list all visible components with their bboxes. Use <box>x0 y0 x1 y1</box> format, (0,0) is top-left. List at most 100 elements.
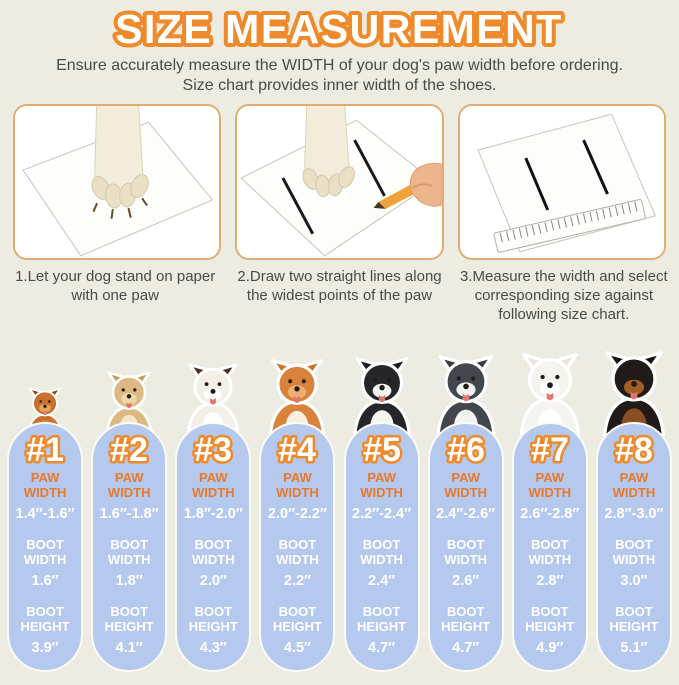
size-number-badge: #7 <box>528 429 571 469</box>
step3-measure-ruler-illustration <box>459 106 664 258</box>
boot-height-label: BOOT HEIGHT <box>441 604 491 634</box>
size-number-badge: #2 <box>108 429 151 469</box>
size-number-badge: #5 <box>360 429 403 469</box>
paw-width-value: 1.6″-1.8″ <box>99 506 159 522</box>
size-number-text: #8 <box>615 431 653 469</box>
boot-height-label: BOOT HEIGHT <box>357 604 407 634</box>
size-number-badge: #1 <box>24 429 67 469</box>
size-number-badge: #3 <box>192 429 235 469</box>
boot-width-label: BOOT WIDTH <box>107 537 151 567</box>
boot-height-value: 4.7″ <box>368 640 396 656</box>
intro-line-2: Size chart provides inner width of the s… <box>182 77 497 94</box>
boot-height-label: BOOT HEIGHT <box>272 604 322 634</box>
paw-width-label: PAW WIDTH <box>23 470 67 500</box>
paw-width-value: 2.2″-2.4″ <box>352 506 412 522</box>
size-pill-1: #1 PAW WIDTH 1.4″-1.6″ BOOT WIDTH 1.6″ B… <box>7 422 84 672</box>
captions-row: 1.Let your dog stand on paper with one p… <box>0 267 679 324</box>
boot-width-label: BOOT WIDTH <box>192 537 235 567</box>
boot-width-value: 2.4″ <box>368 573 396 589</box>
paw-width-value: 2.8″-3.0″ <box>604 506 664 522</box>
paw-width-label: PAW WIDTH <box>276 470 319 500</box>
size-number-text: #4 <box>279 431 317 469</box>
size-number-badge: #4 <box>276 429 319 469</box>
boot-width-label: BOOT WIDTH <box>276 537 319 567</box>
boot-width-label: BOOT WIDTH <box>360 537 403 567</box>
step3-card <box>457 104 666 260</box>
size-pill-4: #4 PAW WIDTH 2.0″-2.2″ BOOT WIDTH 2.2″ B… <box>259 422 336 672</box>
boot-height-label: BOOT HEIGHT <box>20 604 70 634</box>
step2-caption: 2.Draw two straight lines along the wide… <box>237 268 442 304</box>
boot-height-label: BOOT HEIGHT <box>525 604 575 634</box>
size-number-text: #7 <box>531 431 569 469</box>
boot-height-value: 4.7″ <box>452 640 480 656</box>
paw-width-value: 2.4″-2.6″ <box>436 506 496 522</box>
boot-width-value: 1.8″ <box>115 573 143 589</box>
paw-width-value: 1.8″-2.0″ <box>183 506 243 522</box>
paw-width-label: PAW WIDTH <box>444 470 487 500</box>
boot-width-value: 1.6″ <box>31 573 59 589</box>
page-title-text: SIZE MEASUREMENT <box>115 6 563 52</box>
boot-height-value: 3.9″ <box>31 640 59 656</box>
boot-width-value: 2.6″ <box>452 573 480 589</box>
steps-row <box>0 104 679 260</box>
step1-paw-on-paper-illustration <box>15 106 220 258</box>
size-pill-5: #5 PAW WIDTH 2.2″-2.4″ BOOT WIDTH 2.4″ B… <box>343 422 420 672</box>
step3-caption: 3.Measure the width and select correspon… <box>460 268 668 323</box>
size-number-badge: #8 <box>613 429 656 469</box>
dog-photo-samoyed <box>519 353 581 436</box>
paw-width-label: PAW WIDTH <box>107 470 151 500</box>
size-chart: #1 PAW WIDTH 1.4″-1.6″ BOOT WIDTH 1.6″ B… <box>0 326 679 685</box>
boot-width-value: 2.2″ <box>283 573 311 589</box>
page-title-wrap: SIZE MEASUREMENT <box>0 2 679 56</box>
dog-photo-rottweiler <box>602 351 666 436</box>
boot-width-value: 2.8″ <box>536 573 564 589</box>
step2-draw-lines-illustration <box>237 106 442 258</box>
size-column-8: #8 PAW WIDTH 2.8″-3.0″ BOOT WIDTH 3.0″ B… <box>592 326 676 672</box>
paw-width-label: PAW WIDTH <box>360 470 403 500</box>
page-title: SIZE MEASUREMENT <box>111 2 565 56</box>
step1-caption: 1.Let your dog stand on paper with one p… <box>15 268 216 304</box>
intro-text: Ensure accurately measure the WIDTH of y… <box>8 56 671 96</box>
paw-width-value: 2.0″-2.2″ <box>267 506 327 522</box>
boot-width-label: BOOT WIDTH <box>444 537 487 567</box>
size-column-5: #5 PAW WIDTH 2.2″-2.4″ BOOT WIDTH 2.4″ B… <box>340 348 424 672</box>
paw-width-label: PAW WIDTH <box>528 470 572 500</box>
size-number-text: #5 <box>363 431 401 469</box>
size-number-text: #2 <box>110 431 148 469</box>
size-number-badge: #6 <box>444 429 487 469</box>
boot-height-label: BOOT HEIGHT <box>188 604 238 634</box>
boot-width-label: BOOT WIDTH <box>23 537 67 567</box>
step1-card <box>13 104 222 260</box>
size-pill-8: #8 PAW WIDTH 2.8″-3.0″ BOOT WIDTH 3.0″ B… <box>595 422 672 672</box>
size-column-7: #7 PAW WIDTH 2.6″-2.8″ BOOT WIDTH 2.8″ B… <box>508 330 592 672</box>
size-column-3: #3 PAW WIDTH 1.8″-2.0″ BOOT WIDTH 2.0″ B… <box>171 360 255 672</box>
boot-width-label: BOOT WIDTH <box>612 537 656 567</box>
dog-photo-papillon <box>186 363 240 436</box>
size-number-text: #3 <box>194 431 232 469</box>
boot-height-label: BOOT HEIGHT <box>609 604 659 634</box>
boot-width-value: 3.0″ <box>620 573 648 589</box>
paw-width-label: PAW WIDTH <box>192 470 235 500</box>
boot-height-value: 4.3″ <box>199 640 227 656</box>
boot-width-value: 2.0″ <box>199 573 227 589</box>
size-pill-3: #3 PAW WIDTH 1.8″-2.0″ BOOT WIDTH 2.0″ B… <box>175 422 252 672</box>
size-number-text: #1 <box>26 431 64 469</box>
boot-height-value: 4.9″ <box>536 640 564 656</box>
intro-line-1: Ensure accurately measure the WIDTH of y… <box>56 57 623 74</box>
paw-width-label: PAW WIDTH <box>612 470 656 500</box>
size-column-4: #4 PAW WIDTH 2.0″-2.2″ BOOT WIDTH 2.2″ B… <box>255 352 339 672</box>
step2-card <box>235 104 444 260</box>
size-number-text: #6 <box>447 431 485 469</box>
boot-height-value: 4.1″ <box>115 640 143 656</box>
paw-width-value: 2.6″-2.8″ <box>520 506 580 522</box>
size-pill-2: #2 PAW WIDTH 1.6″-1.8″ BOOT WIDTH 1.8″ B… <box>91 422 168 672</box>
size-column-2: #2 PAW WIDTH 1.6″-1.8″ BOOT WIDTH 1.8″ B… <box>87 372 171 672</box>
boot-height-value: 5.1″ <box>620 640 648 656</box>
boot-height-label: BOOT HEIGHT <box>104 604 154 634</box>
boot-height-value: 4.5″ <box>283 640 311 656</box>
size-pill-7: #7 PAW WIDTH 2.6″-2.8″ BOOT WIDTH 2.8″ B… <box>511 422 588 672</box>
size-pill-6: #6 PAW WIDTH 2.4″-2.6″ BOOT WIDTH 2.6″ B… <box>427 422 504 672</box>
boot-width-label: BOOT WIDTH <box>528 537 572 567</box>
paw-width-value: 1.4″-1.6″ <box>15 506 75 522</box>
